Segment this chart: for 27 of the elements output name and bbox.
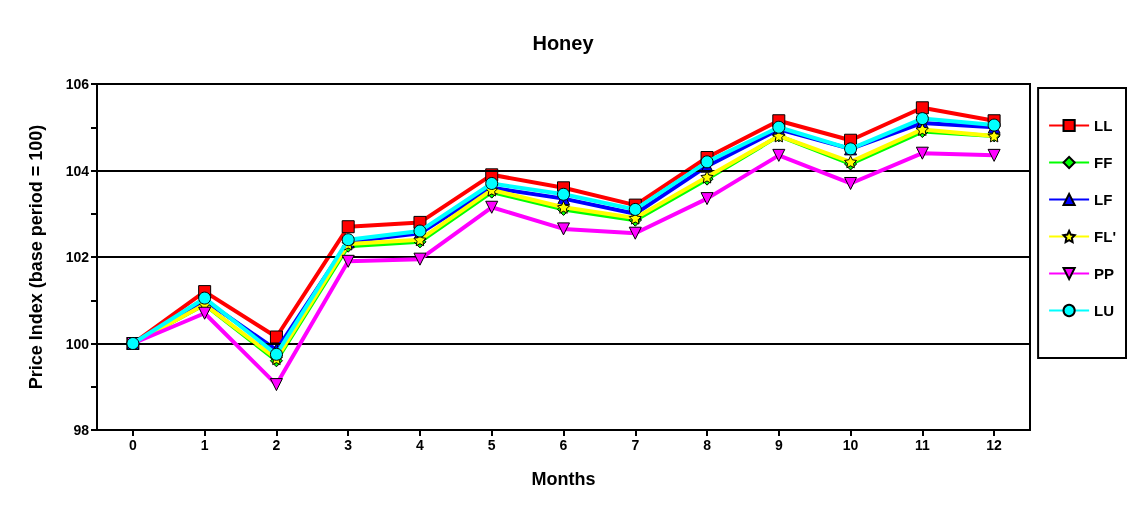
x-tick-label: 12 bbox=[986, 437, 1003, 453]
legend-label: FF bbox=[1094, 154, 1113, 171]
legend-label: PP bbox=[1094, 265, 1115, 282]
chart-title: Honey bbox=[532, 32, 595, 54]
y-tick-label: 100 bbox=[65, 335, 90, 352]
x-tick-label: 11 bbox=[914, 437, 930, 453]
y-tick-label: 104 bbox=[65, 162, 90, 179]
x-tick-label: 10 bbox=[842, 437, 859, 453]
x-tick-label: 3 bbox=[344, 437, 353, 453]
legend-label: FL' bbox=[1094, 228, 1117, 245]
x-tick-label: 6 bbox=[559, 437, 568, 453]
x-axis-title: Months bbox=[531, 469, 596, 489]
legend-label: LF bbox=[1094, 191, 1113, 208]
x-tick-label: 4 bbox=[416, 437, 425, 453]
x-tick-label: 8 bbox=[703, 437, 712, 453]
x-tick-label: 2 bbox=[272, 437, 281, 453]
y-axis-title: Price Index (base period = 100) bbox=[26, 124, 46, 390]
legend-label: LU bbox=[1094, 302, 1115, 319]
y-tick-label: 102 bbox=[65, 249, 90, 265]
x-tick-label: 5 bbox=[487, 437, 496, 453]
x-tick-label: 1 bbox=[200, 437, 209, 453]
y-tick-label: 98 bbox=[73, 422, 90, 438]
y-tick-label: 106 bbox=[65, 76, 90, 92]
x-tick-label: 9 bbox=[774, 437, 783, 453]
x-tick-label: 0 bbox=[128, 437, 137, 453]
x-tick-label: 7 bbox=[631, 437, 640, 453]
legend-label: LL bbox=[1094, 117, 1113, 134]
